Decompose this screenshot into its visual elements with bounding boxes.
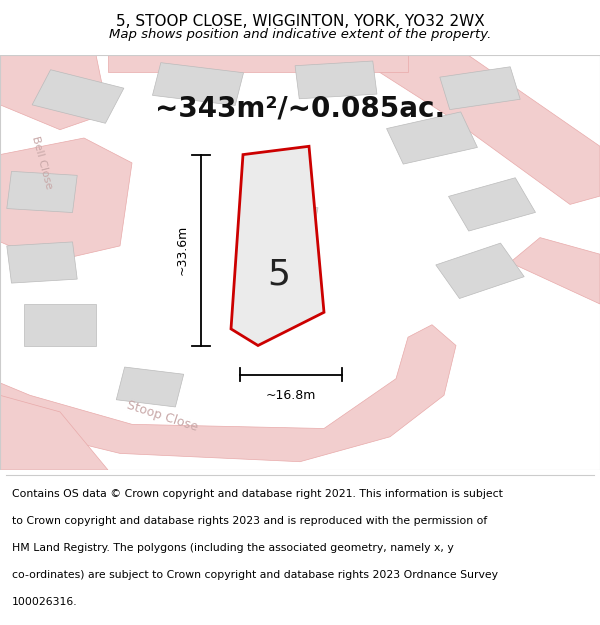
Text: 100026316.: 100026316. xyxy=(12,597,77,607)
Text: HM Land Registry. The polygons (including the associated geometry, namely x, y: HM Land Registry. The polygons (includin… xyxy=(12,543,454,553)
Polygon shape xyxy=(0,55,108,130)
Polygon shape xyxy=(436,243,524,299)
Polygon shape xyxy=(32,70,124,123)
Text: 5, STOOP CLOSE, WIGGINTON, YORK, YO32 2WX: 5, STOOP CLOSE, WIGGINTON, YORK, YO32 2W… xyxy=(116,14,484,29)
Text: Stoop Close: Stoop Close xyxy=(125,398,199,434)
Polygon shape xyxy=(510,238,600,304)
Polygon shape xyxy=(152,62,244,106)
Polygon shape xyxy=(108,55,408,72)
Text: ~16.8m: ~16.8m xyxy=(266,389,316,402)
Polygon shape xyxy=(7,171,77,212)
Polygon shape xyxy=(0,395,108,470)
Polygon shape xyxy=(440,67,520,109)
Polygon shape xyxy=(231,146,324,346)
Text: Bell Close: Bell Close xyxy=(30,135,54,191)
Text: Map shows position and indicative extent of the property.: Map shows position and indicative extent… xyxy=(109,28,491,41)
Polygon shape xyxy=(116,367,184,407)
Polygon shape xyxy=(449,177,535,231)
Polygon shape xyxy=(24,304,96,346)
Text: ~343m²/~0.085ac.: ~343m²/~0.085ac. xyxy=(155,95,445,123)
Text: to Crown copyright and database rights 2023 and is reproduced with the permissio: to Crown copyright and database rights 2… xyxy=(12,516,487,526)
Polygon shape xyxy=(386,112,478,164)
Polygon shape xyxy=(0,138,132,262)
Text: ~33.6m: ~33.6m xyxy=(176,225,189,275)
Polygon shape xyxy=(372,55,600,204)
Polygon shape xyxy=(0,325,456,462)
Text: co-ordinates) are subject to Crown copyright and database rights 2023 Ordnance S: co-ordinates) are subject to Crown copyr… xyxy=(12,570,498,580)
Polygon shape xyxy=(295,61,377,99)
Text: 5: 5 xyxy=(268,257,290,291)
Polygon shape xyxy=(7,242,77,283)
Polygon shape xyxy=(246,201,318,241)
Text: Contains OS data © Crown copyright and database right 2021. This information is : Contains OS data © Crown copyright and d… xyxy=(12,489,503,499)
